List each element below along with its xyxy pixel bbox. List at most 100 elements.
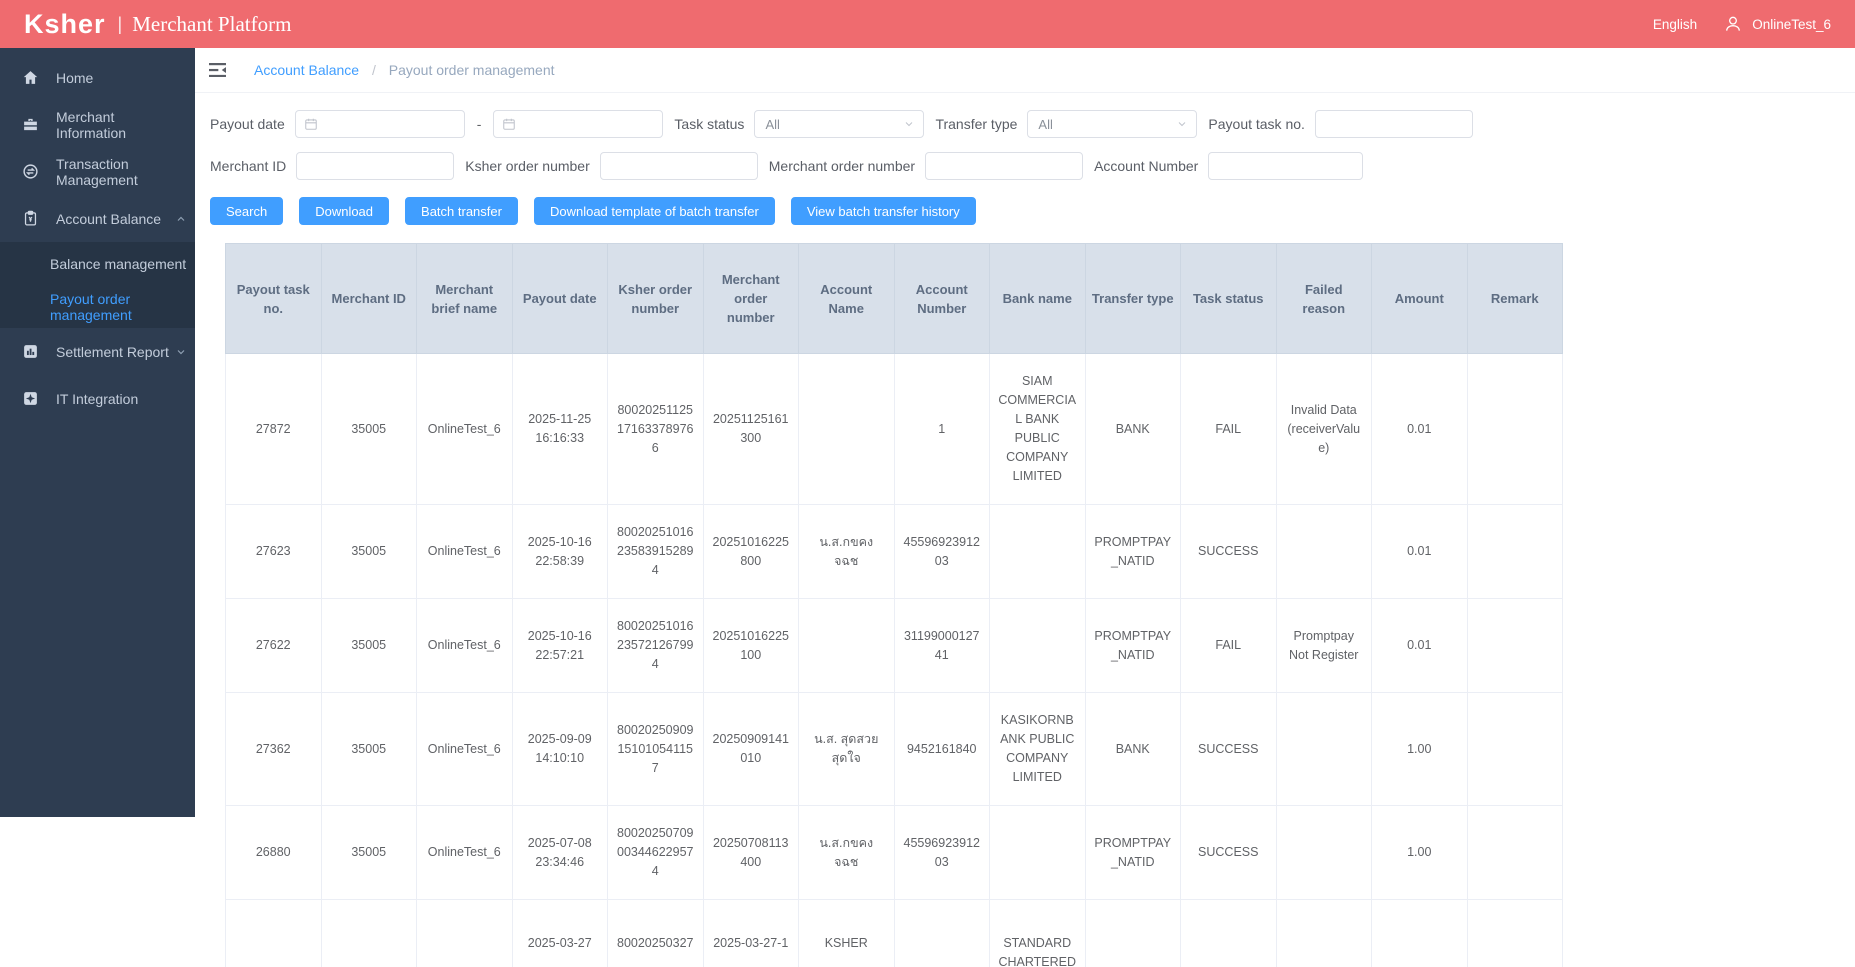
column-header: Payout task no.	[225, 243, 322, 354]
table-cell	[1275, 504, 1372, 599]
task-status-select[interactable]: All	[754, 110, 925, 138]
account-number-input[interactable]	[1208, 152, 1364, 180]
table-cell: 27623	[225, 504, 322, 599]
calendar-icon	[304, 117, 318, 131]
table-cell	[798, 598, 895, 693]
table-cell: 4559692391203	[893, 504, 990, 599]
table-cell	[989, 504, 1086, 599]
ksher-order-number-label: Ksher order number	[465, 158, 590, 174]
column-header: Merchant order number	[702, 243, 799, 354]
sidebar-item-home[interactable]: Home	[0, 54, 195, 101]
table-cell: SUCCESS	[1180, 692, 1277, 806]
download-template-button[interactable]: Download template of batch transfer	[533, 197, 775, 225]
report-icon	[22, 343, 39, 360]
download-button[interactable]: Download	[299, 197, 390, 225]
table-cell: 20250708113400	[702, 805, 799, 900]
table-cell: 35005	[320, 805, 417, 900]
user-menu[interactable]: OnlineTest_6	[1723, 14, 1831, 34]
table-cell: 80020250909151010541157	[607, 692, 704, 806]
sidebar-item-settlement-report[interactable]: Settlement Report	[0, 328, 195, 375]
column-header: Merchant ID	[320, 243, 417, 354]
user-icon	[1723, 14, 1743, 34]
table-cell: 9452161840	[893, 692, 990, 806]
table-cell: 2025-09-09 14:10:10	[511, 692, 608, 806]
payout-task-no-input[interactable]	[1314, 110, 1473, 138]
table-cell: 80020251016235721267994	[607, 598, 704, 693]
table-row: 27362 35005 OnlineTest_6 2025-09-09 14:10:1…	[225, 692, 1563, 806]
chevron-down-icon	[1176, 118, 1188, 130]
table-cell: OnlineTest_6	[416, 692, 513, 806]
table-cell: KASIKORNBANK PUBLIC COMPANY LIMITED	[989, 692, 1086, 806]
sidebar-item-label: IT Integration	[56, 390, 139, 407]
sidebar-item-label: Balance management	[50, 255, 187, 272]
sidebar-item-payout-order-management[interactable]: Payout order management	[0, 285, 195, 328]
table-cell: 27872	[225, 353, 322, 505]
column-header: Remark	[1466, 243, 1563, 354]
table-cell: KSHER	[798, 899, 895, 967]
table-cell	[1084, 899, 1181, 967]
payout-date-end-input[interactable]	[493, 110, 664, 138]
table-cell: 0.01	[1371, 504, 1468, 599]
table-cell: OnlineTest_6	[416, 353, 513, 505]
breadcrumb-account-balance[interactable]: Account Balance	[254, 62, 360, 78]
merchant-order-number-input[interactable]	[925, 152, 1084, 180]
sidebar-item-it-integration[interactable]: IT Integration	[0, 375, 195, 422]
table-cell: 2025-03-27-1	[702, 899, 799, 967]
filter-panel: Payout date -	[195, 93, 1855, 967]
table-cell: BANK	[1084, 692, 1181, 806]
table-cell: OnlineTest_6	[416, 598, 513, 693]
column-header: Transfer type	[1084, 243, 1181, 354]
table-cell: PROMPTPAY_NATID	[1084, 504, 1181, 599]
username: OnlineTest_6	[1752, 16, 1831, 32]
table-cell: 35005	[320, 504, 417, 599]
language-selector[interactable]: English	[1652, 16, 1698, 32]
app-header: Ksher | Merchant Platform English Online…	[0, 0, 1855, 48]
table-cell: FAIL	[1180, 353, 1277, 505]
table-cell	[798, 353, 895, 505]
column-header: Ksher order number	[607, 243, 704, 354]
table-cell: 4559692391203	[893, 805, 990, 900]
table-cell	[1466, 598, 1563, 693]
view-batch-history-button[interactable]: View batch transfer history	[790, 197, 976, 225]
table-cell: 2025-11-25 16:16:33	[511, 353, 608, 505]
ksher-order-number-input[interactable]	[599, 152, 758, 180]
batch-transfer-button[interactable]: Batch transfer	[405, 197, 518, 225]
product-title: Merchant Platform	[132, 11, 292, 36]
table-cell	[1466, 899, 1563, 967]
table-row: 27623 35005 OnlineTest_6 2025-10-16 22:58:3…	[225, 504, 1563, 599]
sidebar: Home Merchant Information Transaction Ma…	[0, 48, 195, 817]
column-header: Amount	[1371, 243, 1468, 354]
task-status-label: Task status	[674, 116, 745, 132]
sidebar-item-merchant-information[interactable]: Merchant Information	[0, 101, 195, 148]
table-cell: STANDARD CHARTERED BANK (THAI)	[989, 899, 1086, 967]
sidebar-item-account-balance[interactable]: Account Balance	[0, 195, 195, 242]
transfer-type-value: All	[1038, 116, 1053, 132]
sidebar-item-transaction-management[interactable]: Transaction Management	[0, 148, 195, 195]
table-cell	[989, 598, 1086, 693]
table-row: 26880 35005 OnlineTest_6 2025-07-08 23:34:4…	[225, 805, 1563, 900]
transfer-type-select[interactable]: All	[1027, 110, 1198, 138]
breadcrumb-separator: /	[371, 62, 376, 78]
table-cell: PROMPTPAY_NATID	[1084, 598, 1181, 693]
sidebar-collapse-icon[interactable]	[209, 62, 226, 78]
table-cell: 80020250709003446229574	[607, 805, 704, 900]
main-content: Account Balance / Payout order managemen…	[195, 48, 1855, 967]
merchant-order-number-label: Merchant order number	[768, 158, 916, 174]
transaction-icon	[22, 163, 39, 180]
table-cell: 80020251016235839152894	[607, 504, 704, 599]
table-cell: 80020250327	[607, 899, 704, 967]
merchant-id-input[interactable]	[296, 152, 455, 180]
chevron-down-icon	[175, 346, 187, 358]
table-cell	[1275, 899, 1372, 967]
table-cell: 35005	[320, 353, 417, 505]
table-cell	[1180, 899, 1277, 967]
breadcrumb: Account Balance / Payout order managemen…	[254, 62, 555, 78]
account-balance-submenu: Balance management Payout order manageme…	[0, 242, 195, 328]
payout-date-start-input[interactable]	[294, 110, 465, 138]
column-header: Task status	[1180, 243, 1277, 354]
sidebar-item-balance-management[interactable]: Balance management	[0, 242, 195, 285]
table-cell	[1371, 899, 1468, 967]
table-row: 27622 35005 OnlineTest_6 2025-10-16 22:57:2…	[225, 598, 1563, 693]
search-button[interactable]: Search	[210, 197, 284, 225]
table-cell	[320, 899, 417, 967]
